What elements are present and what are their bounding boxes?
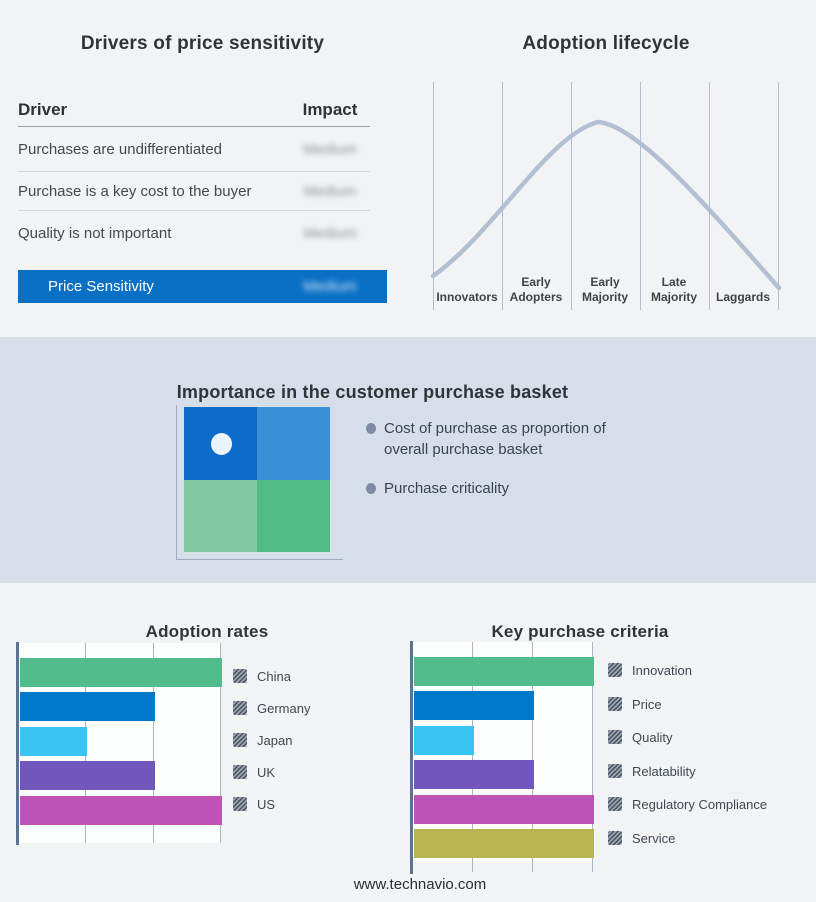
gridline [592,642,593,872]
legend-swatch-icon [233,733,247,747]
legend-label: UK [257,764,276,780]
adoption-lifecycle-chart [430,82,782,310]
legend-item: Innovation [608,662,692,678]
legend-label: US [257,796,276,812]
legend-swatch-icon [608,730,622,744]
bar-service [414,829,594,858]
legend-item: Germany [233,700,310,716]
legend-label: Regulatory Compliance [632,796,768,812]
purchase-basket-title: Importance in the customer purchase bask… [176,381,569,402]
legend-item: Price [608,696,662,712]
adoption-rates-plot [19,643,222,843]
lifecycle-stage-label: Late Majority [650,275,697,304]
bullet-icon [366,423,376,434]
key-purchase-criteria-axis [410,641,413,874]
lifecycle-stage-label: Early Adopters [509,275,563,304]
legend-label: Service [632,830,676,846]
bar-germany [20,692,155,721]
legend-swatch-icon [608,764,622,778]
bullet-item: Purchase criticality [366,478,634,499]
bar-us [20,796,222,825]
price-sensitivity-impact-value: Medium [303,278,357,295]
impact-value: Medium [303,140,357,158]
legend-label: Innovation [632,662,692,678]
bar-innovation [414,657,594,686]
technavio-link[interactable]: www.technavio.com [353,876,487,893]
bar-japan [20,727,87,756]
impact-value: Medium [303,182,357,200]
position-marker-dot [211,433,232,455]
purchase-basket-quadrant [184,407,330,552]
bar-price [414,691,534,720]
bar-relatability [414,760,534,789]
bell-curve [430,119,782,291]
lifecycle-panel-title: Adoption lifecycle [522,32,690,54]
key-purchase-criteria-plot [413,642,594,872]
lifecycle-stage-label: Laggards [715,290,770,304]
bullet-item: Cost of purchase as proportion of overal… [366,418,634,460]
legend-swatch-icon [608,697,622,711]
gridline [220,643,221,843]
legend-item: Regulatory Compliance [608,796,767,812]
legend-item: China [233,668,291,684]
quadrant-bottom-left [184,480,257,552]
price-sensitivity-row: Price Sensitivity Medium [18,270,387,303]
lifecycle-divider-lines [433,82,779,310]
bar-china [20,658,222,687]
adoption-rates-title: Adoption rates [145,622,269,642]
impact-column-header: Impact [302,100,358,119]
driver-row: Purchase is a key cost to the buyer Mediu… [18,172,370,211]
quadrant-y-axis [176,405,177,560]
driver-label: Purchase is a key cost to the buyer [18,182,252,200]
gridline [471,642,473,872]
legend-label: Germany [257,700,311,716]
legend-label: China [257,668,291,684]
quadrant-x-axis [176,559,343,560]
legend-swatch-icon [233,797,247,811]
legend-item: UK [233,764,275,780]
legend-label: Relatability [632,763,696,779]
legend-item: Service [608,830,675,846]
gridline [532,642,533,872]
bullet-icon [366,483,376,494]
driver-column-header: Driver [18,100,68,119]
drivers-table-header: Driver Impact [18,94,370,127]
quadrant-top-right [257,407,330,480]
gridline [152,643,154,843]
legend-swatch-icon [608,797,622,811]
legend-item: Relatability [608,763,696,779]
adoption-rates-axis [16,642,19,845]
legend-item: Japan [233,732,292,748]
drivers-table-body: Purchases are undifferentiated Medium Purc… [18,127,370,255]
legend-label: Japan [257,732,293,748]
bullet-text: Purchase criticality [384,480,510,497]
legend-swatch-icon [233,669,247,683]
purchase-basket-band: Importance in the customer purchase bask… [0,337,816,583]
legend-swatch-icon [233,701,247,715]
drivers-panel-title: Drivers of price sensitivity [80,32,325,54]
legend-swatch-icon [608,663,622,677]
legend-swatch-icon [233,765,247,779]
driver-row: Quality is not important Medium [18,211,370,255]
driver-row: Purchases are undifferentiated Medium [18,127,370,172]
quadrant-bottom-right [257,480,330,552]
bar-regulatory-compliance [414,795,594,824]
driver-label: Quality is not important [18,224,172,242]
legend-label: Price [632,696,662,712]
impact-value: Medium [303,224,357,242]
bullet-text: Cost of purchase as proportion of overal… [384,420,606,458]
driver-label: Purchases are undifferentiated [18,140,223,158]
bar-uk [20,761,155,790]
bar-quality [414,726,474,755]
price-sensitivity-label: Price Sensitivity [48,278,154,295]
legend-label: Quality [632,729,673,745]
lifecycle-stage-label: Innovators [436,290,498,304]
drivers-table: Driver Impact Purchases are undifferenti… [18,94,370,255]
legend-item: US [233,796,275,812]
legend-swatch-icon [608,831,622,845]
legend-item: Quality [608,729,672,745]
key-purchase-criteria-title: Key purchase criteria [491,622,669,642]
lifecycle-stage-label: Early Majority [581,275,628,304]
